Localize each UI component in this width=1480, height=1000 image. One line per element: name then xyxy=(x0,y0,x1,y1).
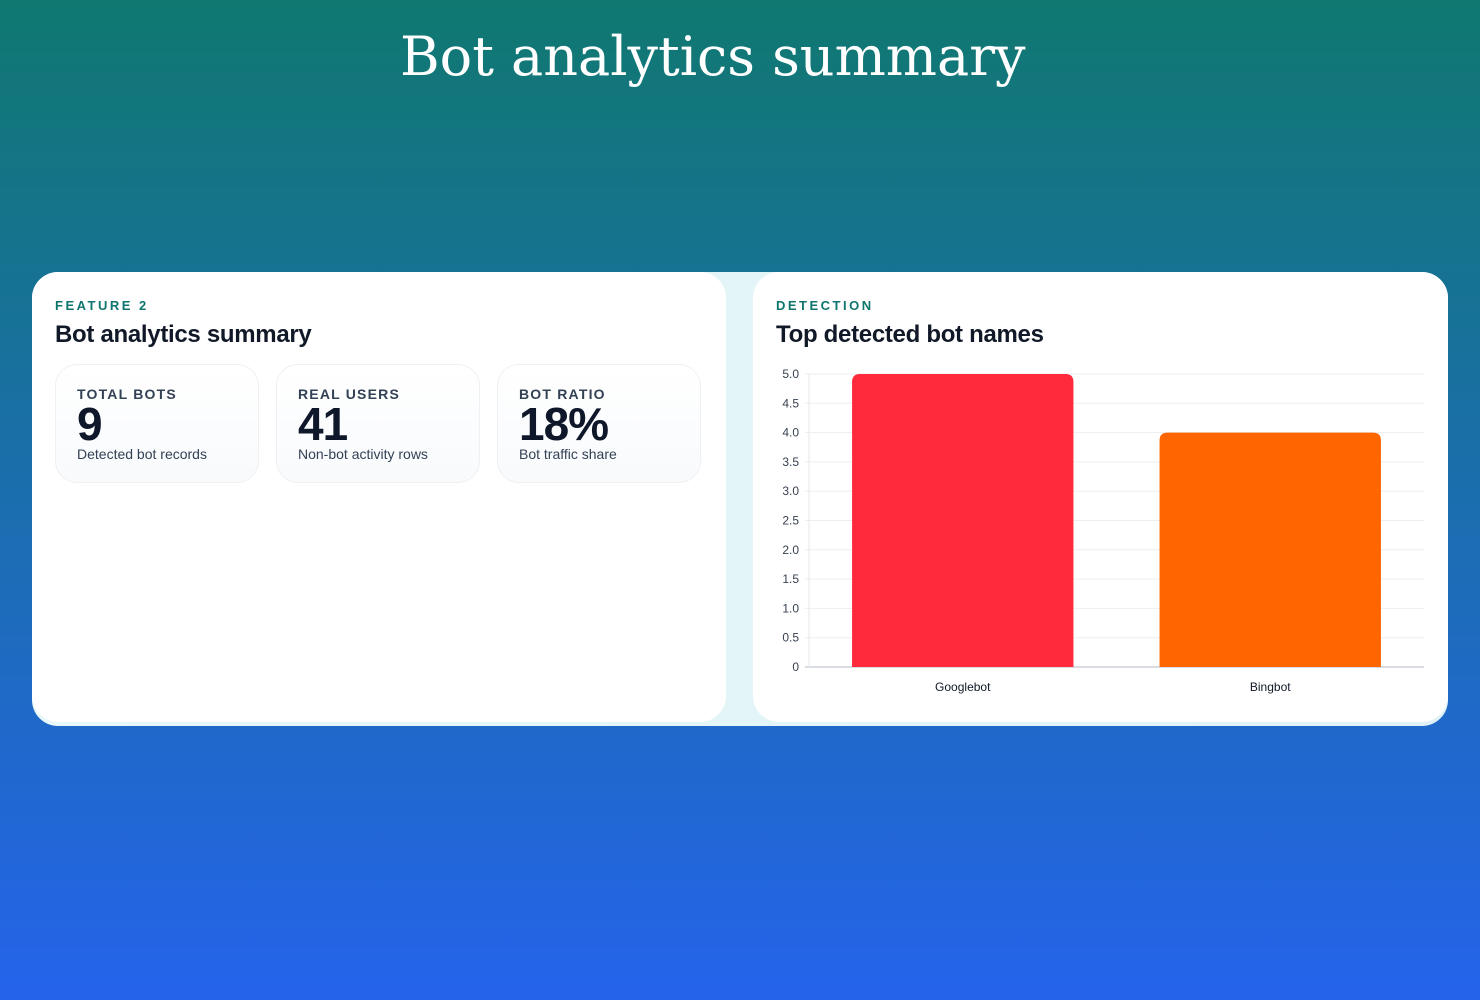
x-tick-label: Googlebot xyxy=(935,680,991,694)
y-tick-label: 0.5 xyxy=(782,631,799,645)
stat-value: 18% xyxy=(519,398,609,450)
y-tick-label: 3.0 xyxy=(782,484,799,498)
chart-eyebrow: DETECTION xyxy=(776,298,874,313)
y-tick-label: 1.5 xyxy=(782,572,799,586)
stat-caption: Detected bot records xyxy=(77,446,207,462)
stat-caption: Non-bot activity rows xyxy=(298,446,428,462)
summary-eyebrow: FEATURE 2 xyxy=(55,298,149,313)
y-tick-label: 5.0 xyxy=(782,367,799,381)
stat-value: 9 xyxy=(77,398,103,450)
x-tick-label: Bingbot xyxy=(1250,680,1291,694)
stat-real-users: REAL USERS 41 Non-bot activity rows xyxy=(276,364,480,483)
stat-label: TOTAL BOTS xyxy=(77,386,177,402)
page-title: Bot analytics summary xyxy=(400,25,1026,88)
stat-caption: Bot traffic share xyxy=(519,446,617,462)
chart-title: Top detected bot names xyxy=(776,321,1044,348)
y-tick-label: 0 xyxy=(792,660,799,674)
chart-card: DETECTION Top detected bot names 0 0.5 1.0… xyxy=(753,272,1448,722)
y-tick-label: 4.5 xyxy=(782,396,799,410)
cards-container: FEATURE 2 Bot analytics summary TOTAL BO… xyxy=(32,272,1448,726)
stat-bot-ratio: BOT RATIO 18% Bot traffic share xyxy=(497,364,701,483)
bar-chart: 0 0.5 1.0 1.5 2.0 2.5 3.0 3.5 4.0 4.5 5.0 Googlebot… xyxy=(782,367,1424,694)
stat-label: BOT RATIO xyxy=(519,386,606,402)
stat-label: REAL USERS xyxy=(298,386,400,402)
summary-card: FEATURE 2 Bot analytics summary TOTAL BO… xyxy=(32,272,726,722)
y-tick-label: 2.0 xyxy=(782,543,799,557)
y-tick-label: 1.0 xyxy=(782,601,799,615)
bar-bingbot xyxy=(1159,432,1381,667)
stat-value: 41 xyxy=(298,398,348,450)
summary-title: Bot analytics summary xyxy=(55,321,312,348)
stat-total-bots: TOTAL BOTS 9 Detected bot records xyxy=(55,364,259,483)
y-tick-label: 2.5 xyxy=(782,514,799,528)
bar-googlebot xyxy=(852,374,1074,667)
y-tick-label: 3.5 xyxy=(782,455,799,469)
y-tick-label: 4.0 xyxy=(782,426,799,440)
